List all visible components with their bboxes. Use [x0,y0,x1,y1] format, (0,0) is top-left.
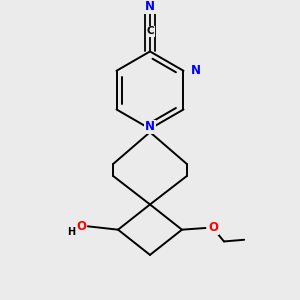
Text: H: H [68,227,76,237]
Text: N: N [145,120,155,133]
Text: N: N [191,64,201,76]
Text: N: N [145,0,155,13]
Text: O: O [76,220,86,233]
Text: C: C [147,26,154,36]
Text: O: O [208,221,218,235]
